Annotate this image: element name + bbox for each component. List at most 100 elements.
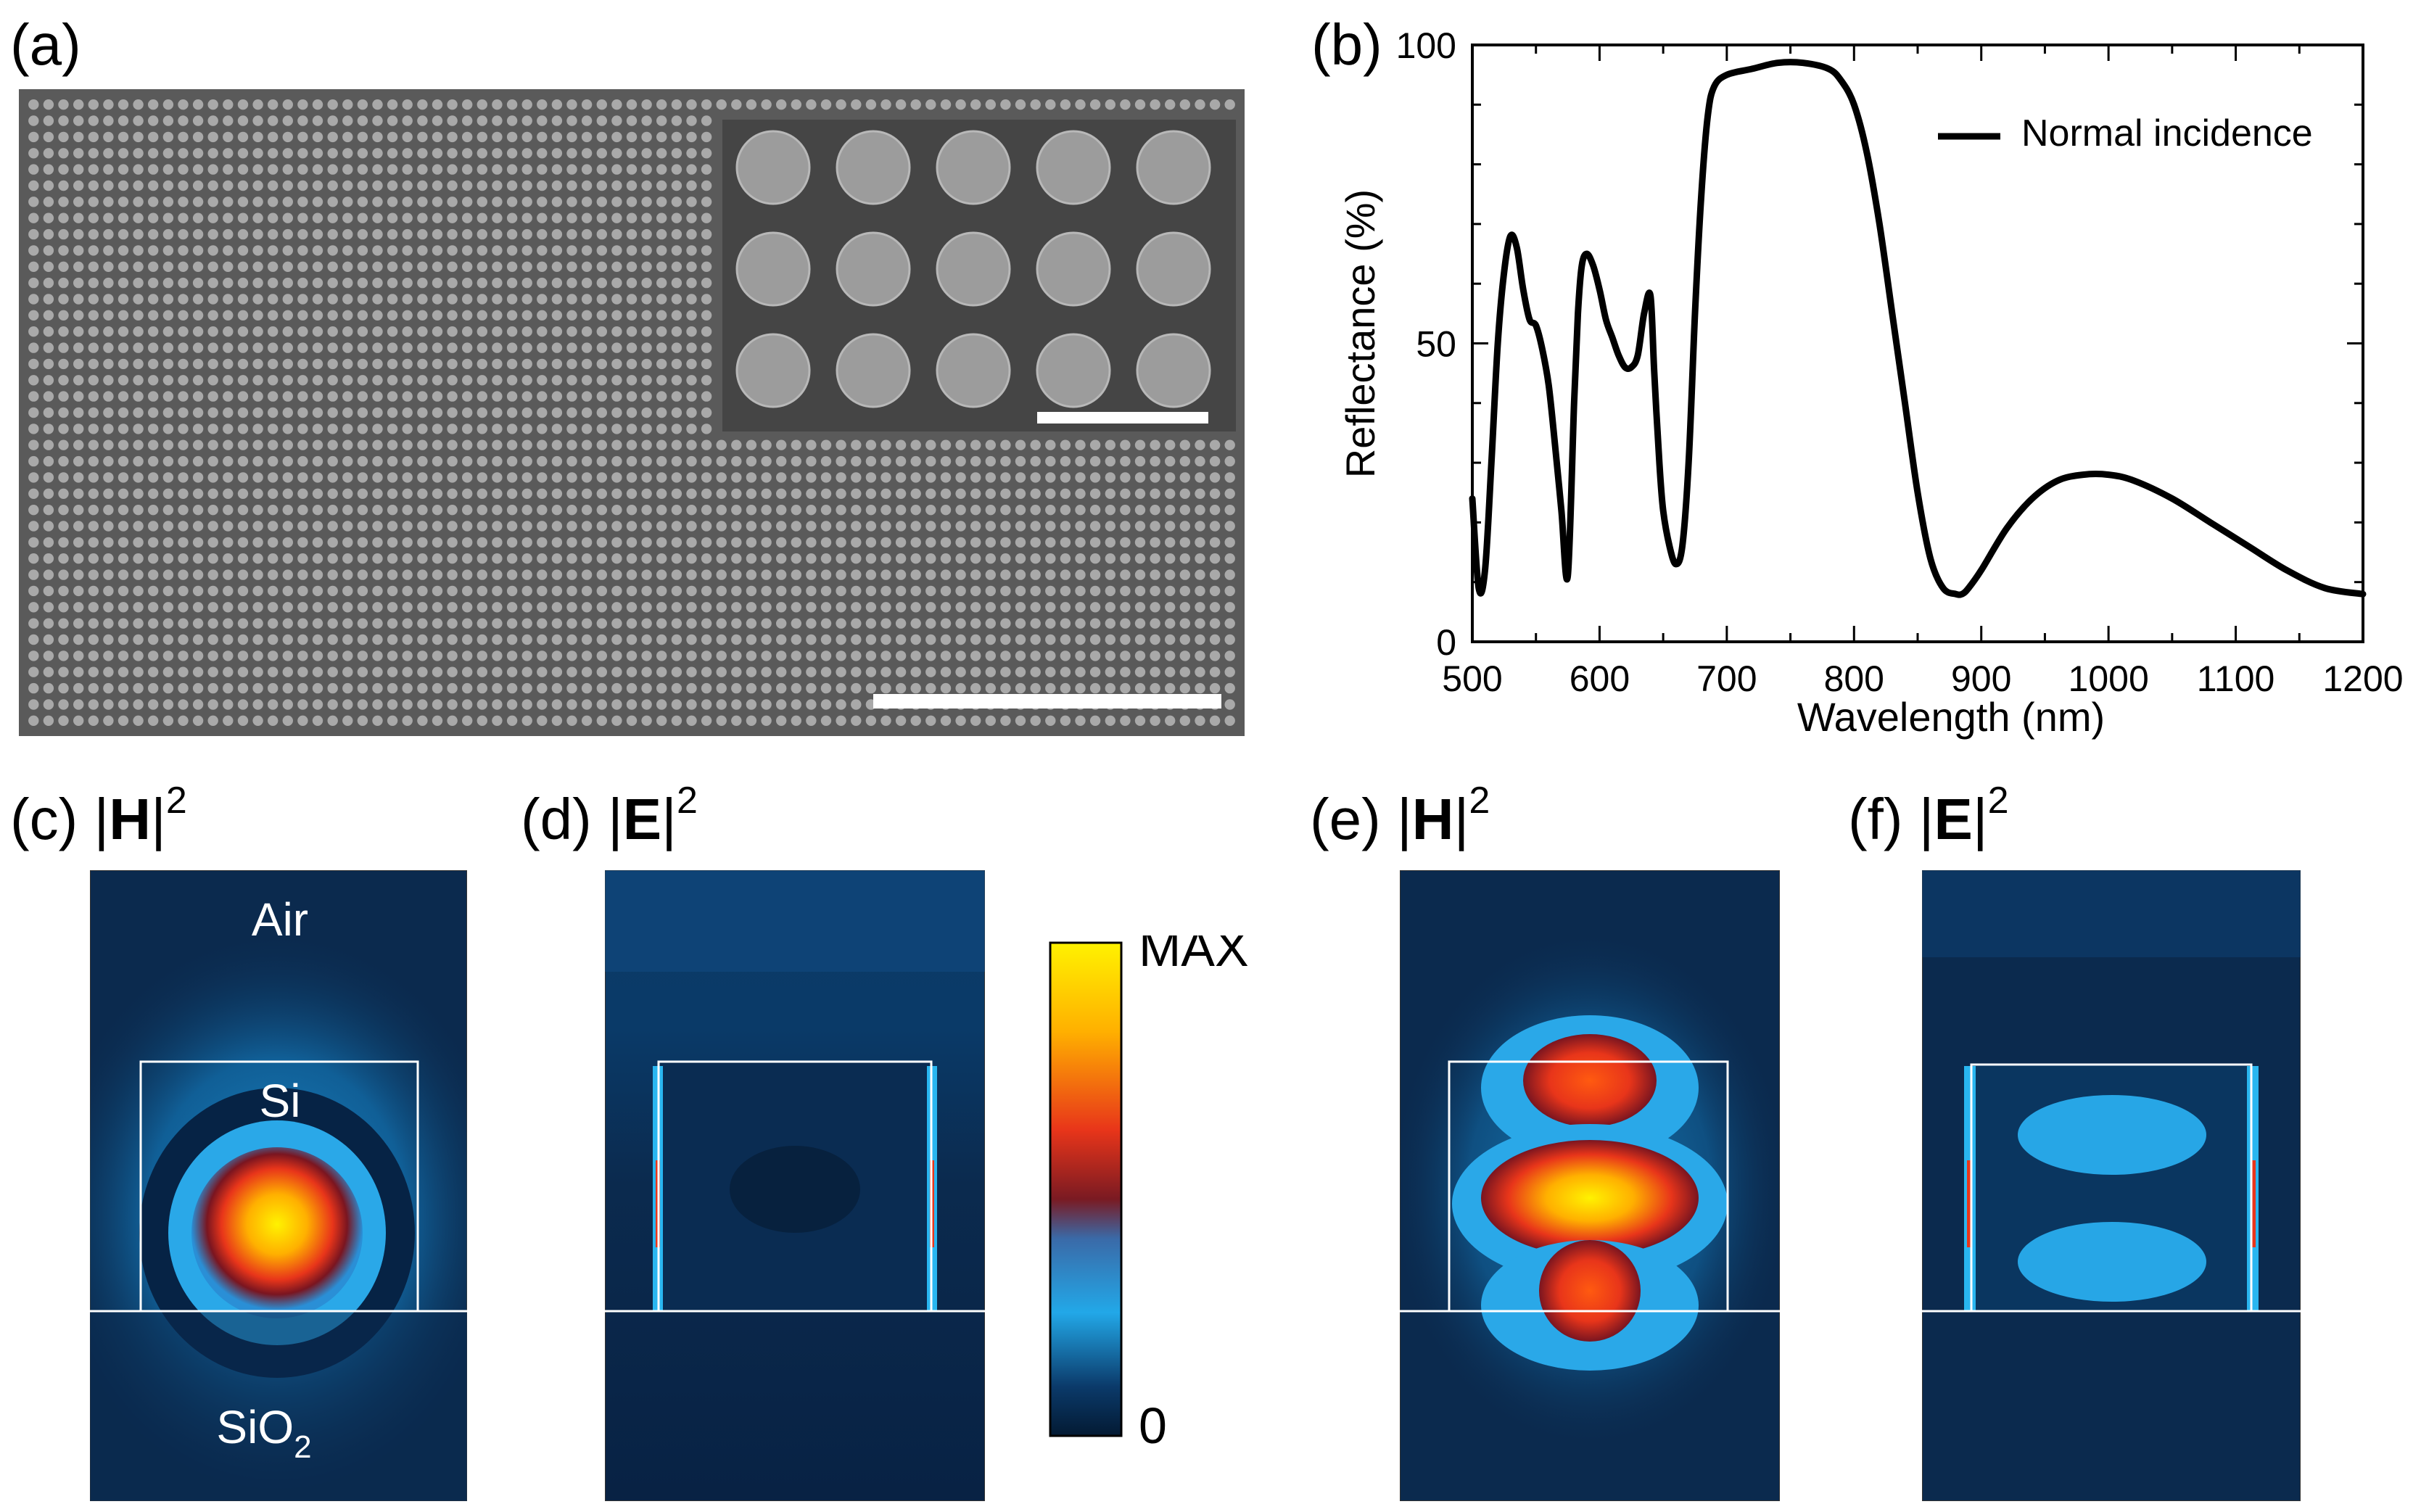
sem-pillar (447, 424, 458, 434)
sem-pillar (282, 180, 293, 191)
sem-pillar (432, 439, 443, 450)
sem-pillar (73, 569, 84, 580)
sem-pillar (1165, 553, 1176, 564)
sem-pillar (492, 310, 503, 321)
sem-pillar (252, 115, 263, 126)
sem-pillar (117, 375, 129, 386)
sem-pillar (641, 666, 652, 677)
sem-pillar (611, 261, 622, 272)
sem-pillar (1134, 666, 1146, 677)
sem-pillar (880, 602, 891, 613)
sem-pillar (223, 505, 234, 516)
sem-pillar (537, 455, 548, 467)
sem-pillar (312, 650, 323, 661)
sem-pillar (207, 553, 218, 564)
sem-pillar (327, 455, 338, 467)
sem-pillar (1060, 634, 1071, 645)
sem-pillar (656, 650, 667, 661)
sem-pillar (43, 277, 54, 289)
sem-pillar (910, 602, 921, 613)
sem-pillar (282, 472, 293, 483)
sem-pillar (641, 180, 652, 191)
sem-pillar (551, 634, 563, 645)
sem-pillar (761, 472, 772, 483)
sem-pillar (596, 569, 607, 580)
sem-pillar (701, 212, 712, 223)
sem-pillar (43, 310, 54, 321)
x-tick-label: 900 (1951, 658, 2011, 699)
sem-pillar (506, 634, 518, 645)
sem-pillar (162, 682, 174, 694)
sem-pillar (477, 228, 487, 240)
sem-pillar (985, 455, 997, 467)
sem-pillar (417, 682, 428, 694)
sem-pillar (521, 164, 532, 175)
sem-pillar (342, 618, 353, 629)
sem-pillar (357, 391, 368, 402)
sem-pillar (148, 228, 159, 240)
sem-pillar (880, 439, 891, 450)
sem-pillar (686, 212, 697, 223)
sem-pillar (133, 424, 144, 434)
sem-pillar (327, 569, 338, 580)
sem-pillar (73, 180, 84, 191)
sem-pillar (223, 650, 234, 661)
sem-pillar (1165, 521, 1176, 532)
sem-pillar (581, 99, 593, 110)
sem-pillar (836, 618, 846, 629)
sem-pillar (716, 618, 727, 629)
sem-pillar (477, 472, 487, 483)
sem-pillar (940, 455, 952, 467)
sem-pillar (656, 715, 667, 726)
sem-pillar (207, 602, 218, 613)
sem-pillar (387, 715, 398, 726)
sem-pillar (641, 148, 652, 159)
sem-pillar (1195, 488, 1205, 499)
sem-pillar (701, 585, 712, 597)
sem-pillar (133, 180, 144, 191)
sem-pillar (596, 391, 607, 402)
sem-pillar (133, 488, 144, 499)
sem-pillar (1075, 521, 1086, 532)
sem-pillar (955, 99, 966, 110)
sem-pillar (776, 472, 787, 483)
sem-pillar (611, 277, 622, 289)
sem-pillar (192, 537, 204, 548)
sem-pillar (327, 99, 338, 110)
sem-pillar (237, 245, 249, 256)
sem-pillar (776, 618, 787, 629)
sem-pillar (955, 585, 966, 597)
sem-pillar (58, 358, 69, 370)
sem-pillar (551, 699, 563, 710)
sem-pillar (73, 261, 84, 272)
sem-pillar (641, 342, 652, 353)
sem-pillar (117, 391, 129, 402)
sem-pillar (865, 505, 877, 516)
sem-pillar (521, 310, 532, 321)
sem-pillar (462, 521, 473, 532)
sem-pillar (1000, 439, 1011, 450)
sem-pillar (268, 666, 279, 677)
sem-pillar (178, 375, 189, 386)
sem-pillar (746, 455, 757, 467)
sem-pillar (1209, 650, 1221, 661)
field-hotspot (191, 1147, 363, 1318)
sem-pillar (656, 245, 667, 256)
sem-pillar (312, 521, 323, 532)
sem-pillar (1179, 455, 1191, 467)
sem-pillar (162, 634, 174, 645)
sem-pillar (342, 131, 353, 143)
sem-pillar (521, 99, 532, 110)
sem-pillar (252, 310, 263, 321)
sem-pillar (237, 407, 249, 418)
sem-pillar (207, 391, 218, 402)
sem-pillar (925, 553, 936, 564)
sem-pillar (776, 439, 787, 450)
sem-pillar (626, 666, 638, 677)
sem-pillar (656, 618, 667, 629)
sem-pillar (462, 666, 473, 677)
sem-pillar (192, 99, 204, 110)
sem-pillar (417, 277, 428, 289)
sem-pillar (162, 553, 174, 564)
